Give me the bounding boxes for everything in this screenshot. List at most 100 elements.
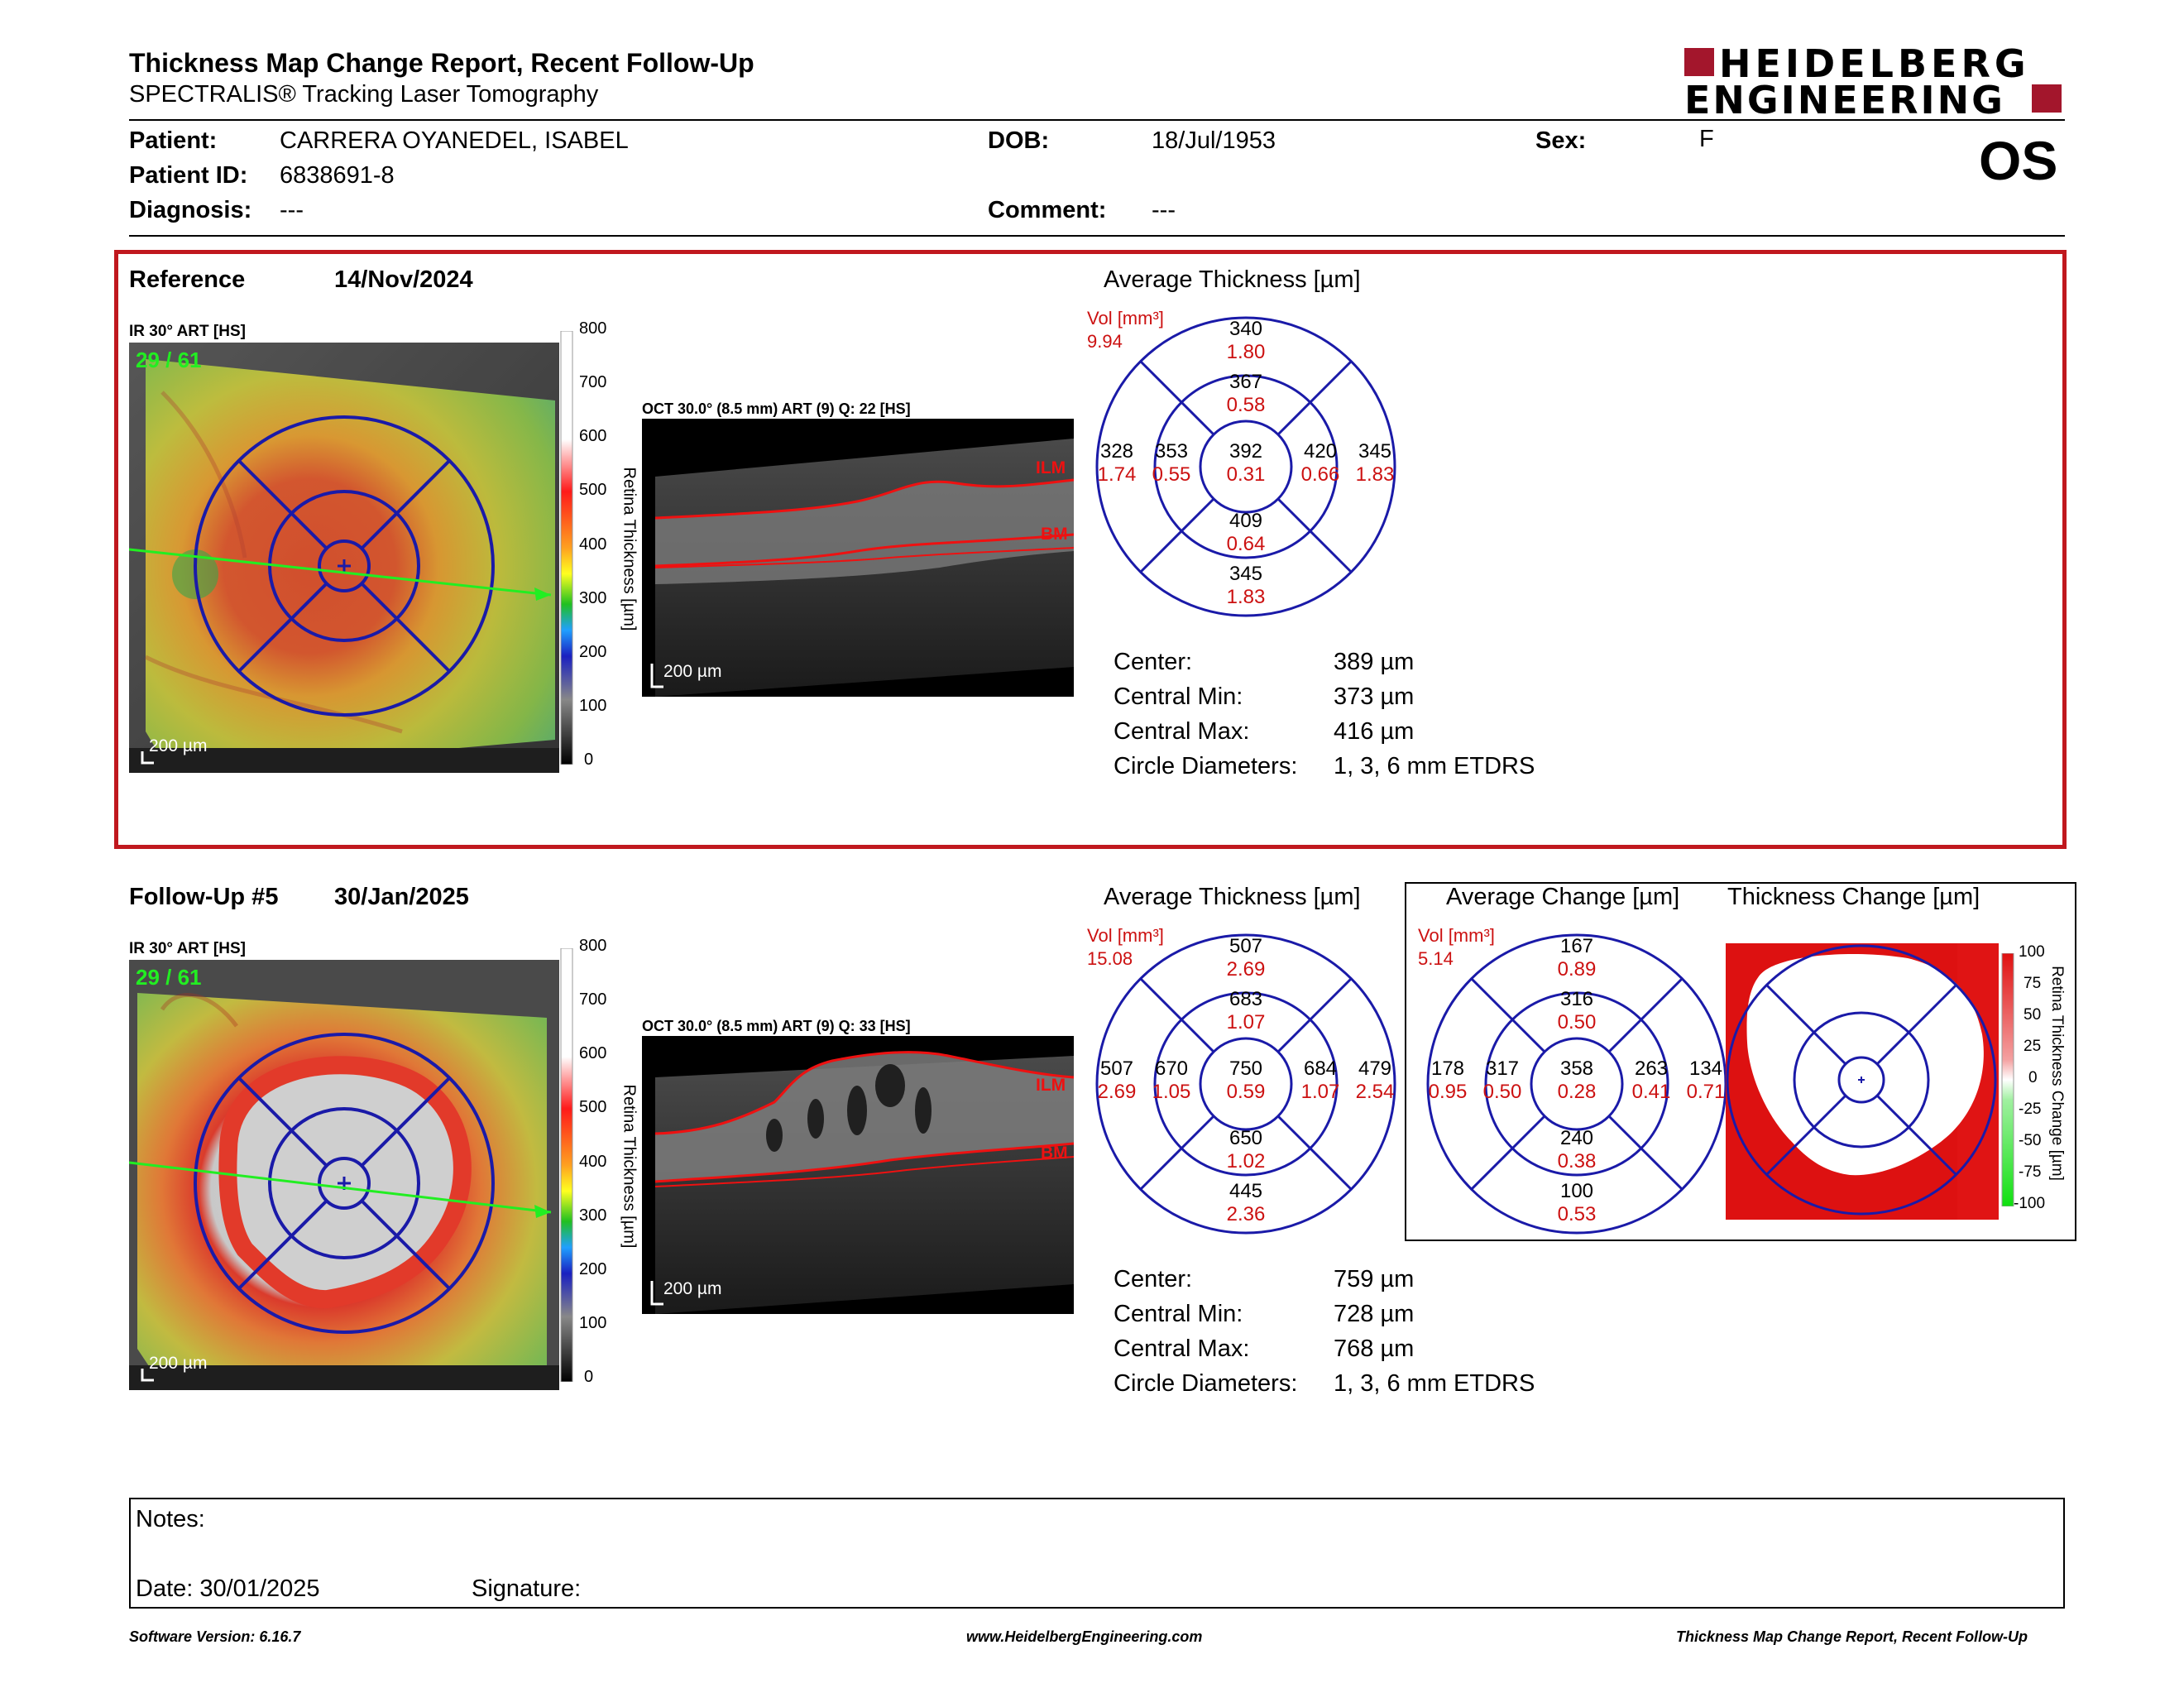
heidelberg-logo: HEIDELBERG ENGINEERING	[1684, 41, 2065, 122]
thickness-change-title: Thickness Change [µm]	[1727, 884, 1980, 910]
stat-value: 768 µm	[1334, 1336, 1415, 1362]
reference-sector-values: 340 1.80 367 0.58 328 1.74 353 0.55 392 …	[1094, 314, 1398, 619]
sector-thickness: 684	[1303, 1057, 1338, 1080]
thickness-change-colorbar-title: Retina Thickness Change [µm]	[2048, 966, 2066, 1181]
sector-volume: 2.69	[1226, 958, 1266, 981]
change-panel-frame	[1405, 882, 2076, 1241]
scale-tick: 200	[579, 643, 607, 661]
stat-value: 1, 3, 6 mm ETDRS	[1334, 753, 1535, 779]
patient-id: 6838691-8	[280, 162, 395, 189]
followup-ilm-label: ILM	[1036, 1076, 1066, 1095]
sector-thickness: 345	[1228, 563, 1263, 585]
followup-thickness-ticks: 800 700 600 500 400 300 200 100 0	[579, 937, 629, 1400]
followup-ir-label: IR 30° ART [HS]	[129, 940, 246, 957]
sector-change: 167	[1559, 935, 1594, 957]
logo-text-bottom: ENGINEERING	[1684, 78, 2005, 122]
sector-volume-change: 0.95	[1428, 1081, 1468, 1103]
logo-text-top: HEIDELBERG	[1719, 41, 2030, 86]
sector-thickness: 445	[1228, 1180, 1263, 1202]
sector-thickness: 409	[1228, 510, 1263, 532]
change-tick: 75	[2024, 975, 2042, 992]
change-tick: 50	[2024, 1006, 2042, 1024]
eye-label: OS	[1979, 130, 2058, 191]
sector-volume: 1.74	[1097, 463, 1137, 486]
followup-stats: Center: 759 µm Central Min: 728 µm Centr…	[1114, 1266, 1610, 1407]
reference-frame	[114, 250, 2067, 849]
stat-label: Circle Diameters:	[1114, 753, 1298, 779]
change-tick: 0	[2028, 1069, 2038, 1086]
scale-tick: 0	[584, 1368, 594, 1386]
reference-bm-label: BM	[1041, 525, 1068, 544]
reference-oct-bscan	[642, 419, 1074, 697]
notes-label: Notes:	[136, 1506, 205, 1532]
reference-vol-total: 9.94	[1087, 331, 1123, 352]
reference-oct-scalebar: 200 µm	[663, 662, 722, 681]
reference-thickness-ticks: 800 700 600 500 400 300 200 100 0	[579, 319, 629, 783]
sector-volume-change: 0.71	[1686, 1081, 1726, 1103]
sector-thickness: 507	[1228, 935, 1263, 957]
sector-thickness: 507	[1099, 1057, 1134, 1080]
stat-value: 416 µm	[1334, 718, 1415, 745]
followup-ir-thickness-map	[129, 960, 559, 1390]
followup-oct-label: OCT 30.0° (8.5 mm) ART (9) Q: 33 [HS]	[642, 1018, 911, 1034]
sector-change: 240	[1559, 1127, 1594, 1149]
sector-thickness: 367	[1228, 371, 1263, 393]
sector-volume: 1.07	[1300, 1081, 1340, 1103]
stat-label: Central Max:	[1114, 1336, 1250, 1362]
stat-label: Center:	[1114, 649, 1193, 675]
scale-tick: 500	[579, 481, 607, 499]
reference-average-thickness-title: Average Thickness [µm]	[1104, 266, 1361, 293]
change-sector-values: 167 0.89 316 0.50 178 0.95 317 0.50 358 …	[1425, 932, 1729, 1236]
report-title: Thickness Map Change Report, Recent Foll…	[129, 48, 754, 78]
diagnosis-value: ---	[280, 197, 304, 223]
patient-name: CARRERA OYANEDEL, ISABEL	[280, 127, 629, 154]
notes-box[interactable]	[129, 1498, 2065, 1609]
scale-tick: 400	[579, 535, 607, 554]
signature-label: Signature:	[472, 1575, 582, 1602]
scale-tick: 600	[579, 1044, 607, 1062]
sector-volume: 2.36	[1226, 1203, 1266, 1225]
sector-volume: 1.83	[1226, 586, 1266, 608]
sector-volume-change: 0.50	[1482, 1081, 1522, 1103]
reference-label: Reference	[129, 266, 246, 293]
sector-thickness: 353	[1154, 440, 1189, 463]
thickness-change-ticks: 100 75 50 25 0 -25 -50 -75 -100	[2014, 943, 2068, 1216]
dob-label: DOB:	[988, 127, 1050, 154]
followup-average-thickness-title: Average Thickness [µm]	[1104, 884, 1361, 910]
followup-ir-scalebar: 200 µm	[149, 1354, 208, 1373]
sector-thickness: 392	[1228, 440, 1263, 463]
scale-tick: 300	[579, 1206, 607, 1225]
sector-volume-change: 0.41	[1631, 1081, 1671, 1103]
sector-volume: 0.64	[1226, 533, 1266, 555]
average-change-title: Average Change [µm]	[1446, 884, 1680, 910]
sector-thickness: 750	[1228, 1057, 1263, 1080]
sector-thickness: 420	[1303, 440, 1338, 463]
patient-id-label: Patient ID:	[129, 162, 248, 189]
scale-tick: 800	[579, 319, 607, 338]
reference-colorbar-title: Retina Thickness [µm]	[620, 467, 639, 631]
sex-label: Sex:	[1535, 127, 1587, 154]
sector-volume: 0.55	[1152, 463, 1191, 486]
change-tick: 25	[2024, 1038, 2042, 1055]
footer-software-version: Software Version: 6.16.7	[129, 1628, 301, 1645]
reference-oct-label: OCT 30.0° (8.5 mm) ART (9) Q: 22 [HS]	[642, 400, 911, 417]
sector-change: 100	[1559, 1180, 1594, 1202]
thickness-change-map	[1726, 943, 1999, 1220]
sector-change: 263	[1634, 1057, 1669, 1080]
scale-tick: 500	[579, 1098, 607, 1116]
stat-value: 759 µm	[1334, 1266, 1415, 1292]
footer-website[interactable]: www.HeidelbergEngineering.com	[966, 1628, 1203, 1645]
sector-volume-change: 0.89	[1557, 958, 1597, 981]
followup-oct-scalebar: 200 µm	[663, 1279, 722, 1298]
sector-volume: 0.31	[1226, 463, 1266, 486]
followup-bm-label: BM	[1041, 1144, 1068, 1163]
reference-ir-scalebar: 200 µm	[149, 736, 208, 755]
followup-sector-values: 507 2.69 683 1.07 507 2.69 670 1.05 750 …	[1094, 932, 1398, 1236]
scale-tick: 400	[579, 1153, 607, 1171]
sector-change: 317	[1485, 1057, 1520, 1080]
sector-volume: 2.54	[1355, 1081, 1395, 1103]
change-tick: -100	[2014, 1195, 2046, 1212]
stat-value: 389 µm	[1334, 649, 1415, 675]
patient-label: Patient:	[129, 127, 218, 154]
comment-label: Comment:	[988, 197, 1107, 223]
